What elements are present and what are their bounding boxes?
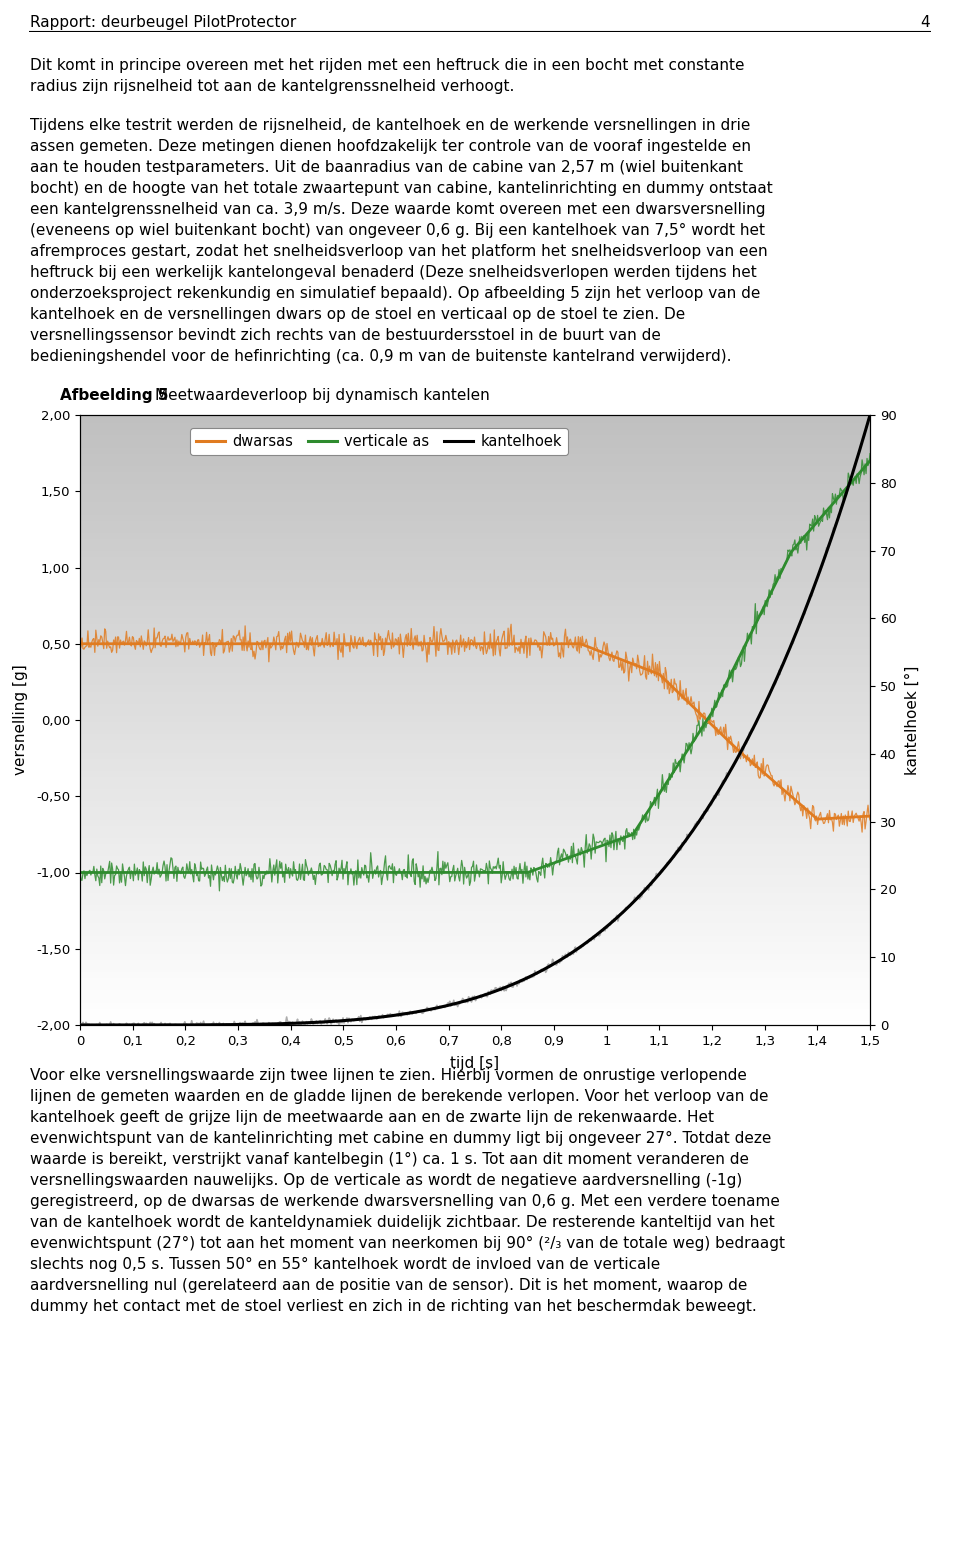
Text: lijnen de gemeten waarden en de gladde lijnen de berekende verlopen. Voor het ve: lijnen de gemeten waarden en de gladde l… (30, 1090, 769, 1104)
Text: van de kantelhoek wordt de kanteldynamiek duidelijk zichtbaar. De resterende kan: van de kantelhoek wordt de kanteldynamie… (30, 1214, 775, 1230)
Text: Rapport: deurbeugel PilotProtector: Rapport: deurbeugel PilotProtector (30, 16, 297, 30)
Text: kantelhoek en de versnellingen dwars op de stoel en verticaal op de stoel te zie: kantelhoek en de versnellingen dwars op … (30, 308, 685, 322)
Text: evenwichtspunt (27°) tot aan het moment van neerkomen bij 90° (²/₃ van de totale: evenwichtspunt (27°) tot aan het moment … (30, 1236, 785, 1250)
Text: assen gemeten. Deze metingen dienen hoofdzakelijk ter controle van de vooraf ing: assen gemeten. Deze metingen dienen hoof… (30, 139, 751, 155)
Text: bocht) en de hoogte van het totale zwaartepunt van cabine, kantelinrichting en d: bocht) en de hoogte van het totale zwaar… (30, 181, 773, 197)
X-axis label: tijd [s]: tijd [s] (450, 1057, 499, 1071)
Text: Voor elke versnellingswaarde zijn twee lijnen te zien. Hierbij vormen de onrusti: Voor elke versnellingswaarde zijn twee l… (30, 1068, 747, 1083)
Text: Tijdens elke testrit werden de rijsnelheid, de kantelhoek en de werkende versnel: Tijdens elke testrit werden de rijsnelhe… (30, 119, 751, 133)
Text: : Meetwaardeverloop bij dynamisch kantelen: : Meetwaardeverloop bij dynamisch kantel… (145, 389, 490, 403)
Text: Dit komt in principe overeen met het rijden met een heftruck die in een bocht me: Dit komt in principe overeen met het rij… (30, 58, 745, 73)
Text: aardversnelling nul (gerelateerd aan de positie van de sensor). Dit is het momen: aardversnelling nul (gerelateerd aan de … (30, 1278, 748, 1293)
Text: heftruck bij een werkelijk kantelongeval benaderd (Deze snelheidsverlopen werden: heftruck bij een werkelijk kantelongeval… (30, 265, 756, 279)
Text: bedieningshendel voor de hefinrichting (ca. 0,9 m van de buitenste kantelrand ve: bedieningshendel voor de hefinrichting (… (30, 350, 732, 364)
Text: afremproces gestart, zodat het snelheidsverloop van het platform het snelheidsve: afremproces gestart, zodat het snelheids… (30, 244, 768, 259)
Text: dummy het contact met de stoel verliest en zich in de richting van het beschermd: dummy het contact met de stoel verliest … (30, 1299, 756, 1314)
Y-axis label: kantelhoek [°]: kantelhoek [°] (905, 665, 920, 774)
Text: Afbeelding 5: Afbeelding 5 (60, 389, 169, 403)
Text: versnellingswaarden nauwelijks. Op de verticale as wordt de negatieve aardversne: versnellingswaarden nauwelijks. Op de ve… (30, 1172, 742, 1188)
Text: aan te houden testparameters. Uit de baanradius van de cabine van 2,57 m (wiel b: aan te houden testparameters. Uit de baa… (30, 159, 743, 175)
Text: evenwichtspunt van de kantelinrichting met cabine en dummy ligt bij ongeveer 27°: evenwichtspunt van de kantelinrichting m… (30, 1132, 772, 1146)
Text: (eveneens op wiel buitenkant bocht) van ongeveer 0,6 g. Bij een kantelhoek van 7: (eveneens op wiel buitenkant bocht) van … (30, 223, 765, 237)
Text: radius zijn rijsnelheid tot aan de kantelgrenssnelheid verhoogt.: radius zijn rijsnelheid tot aan de kante… (30, 80, 515, 94)
Text: kantelhoek geeft de grijze lijn de meetwaarde aan en de zwarte lijn de rekenwaar: kantelhoek geeft de grijze lijn de meetw… (30, 1110, 714, 1125)
Text: geregistreerd, op de dwarsas de werkende dwarsversnelling van 0,6 g. Met een ver: geregistreerd, op de dwarsas de werkende… (30, 1194, 780, 1210)
Text: versnellingssensor bevindt zich rechts van de bestuurdersstoel in de buurt van d: versnellingssensor bevindt zich rechts v… (30, 328, 660, 343)
Text: waarde is bereikt, verstrijkt vanaf kantelbegin (1°) ca. 1 s. Tot aan dit moment: waarde is bereikt, verstrijkt vanaf kant… (30, 1152, 749, 1168)
Legend: dwarsas, verticale as, kantelhoek: dwarsas, verticale as, kantelhoek (190, 428, 567, 456)
Y-axis label: versnelling [g]: versnelling [g] (12, 665, 28, 776)
Text: slechts nog 0,5 s. Tussen 50° en 55° kantelhoek wordt de invloed van de vertical: slechts nog 0,5 s. Tussen 50° en 55° kan… (30, 1257, 660, 1272)
Text: een kantelgrenssnelheid van ca. 3,9 m/s. Deze waarde komt overeen met een dwarsv: een kantelgrenssnelheid van ca. 3,9 m/s.… (30, 201, 765, 217)
Text: 4: 4 (921, 16, 930, 30)
Text: onderzoeksproject rekenkundig en simulatief bepaald). Op afbeelding 5 zijn het v: onderzoeksproject rekenkundig en simulat… (30, 286, 760, 301)
